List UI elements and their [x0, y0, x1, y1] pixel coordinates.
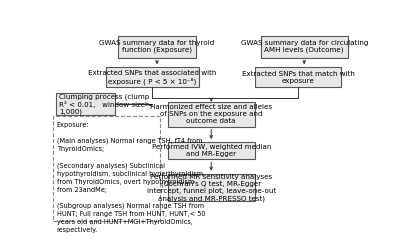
- Text: GWAS summary data for circulating
AMH levels (Outcome): GWAS summary data for circulating AMH le…: [240, 40, 368, 53]
- FancyBboxPatch shape: [168, 102, 255, 127]
- FancyBboxPatch shape: [168, 174, 255, 201]
- FancyBboxPatch shape: [53, 116, 160, 221]
- FancyBboxPatch shape: [118, 36, 196, 58]
- Text: GWAS summary data for thyroid
function (Exposure): GWAS summary data for thyroid function (…: [99, 40, 214, 53]
- FancyBboxPatch shape: [255, 67, 342, 87]
- FancyBboxPatch shape: [56, 93, 115, 115]
- Text: Exposure:

(Main analyses) Normal range TSH, fT4 from
ThyroidOmics;

(Secondary : Exposure: (Main analyses) Normal range T…: [57, 122, 205, 233]
- FancyBboxPatch shape: [261, 36, 348, 58]
- Text: Performed IVW, weighted median
and MR-Egger: Performed IVW, weighted median and MR-Eg…: [152, 144, 271, 157]
- FancyBboxPatch shape: [168, 142, 255, 159]
- Text: Extracted SNPs that associated with
exposure ( P < 5 × 10⁻⁸): Extracted SNPs that associated with expo…: [88, 70, 216, 85]
- Text: Harmonized effect size and alleles
of SNPs on the exposure and
outcome data: Harmonized effect size and alleles of SN…: [150, 104, 272, 124]
- FancyBboxPatch shape: [106, 67, 199, 87]
- Text: Clumping process (clump
R² < 0.01,   window size =
1,000): Clumping process (clump R² < 0.01, windo…: [59, 93, 154, 115]
- Text: Performed MR sensitivity analyses
(Cochran's Q test, MR-Egger
intercept, funnel : Performed MR sensitivity analyses (Cochr…: [146, 174, 276, 202]
- Text: Extracted SNPs that match with
exposure: Extracted SNPs that match with exposure: [242, 71, 354, 84]
